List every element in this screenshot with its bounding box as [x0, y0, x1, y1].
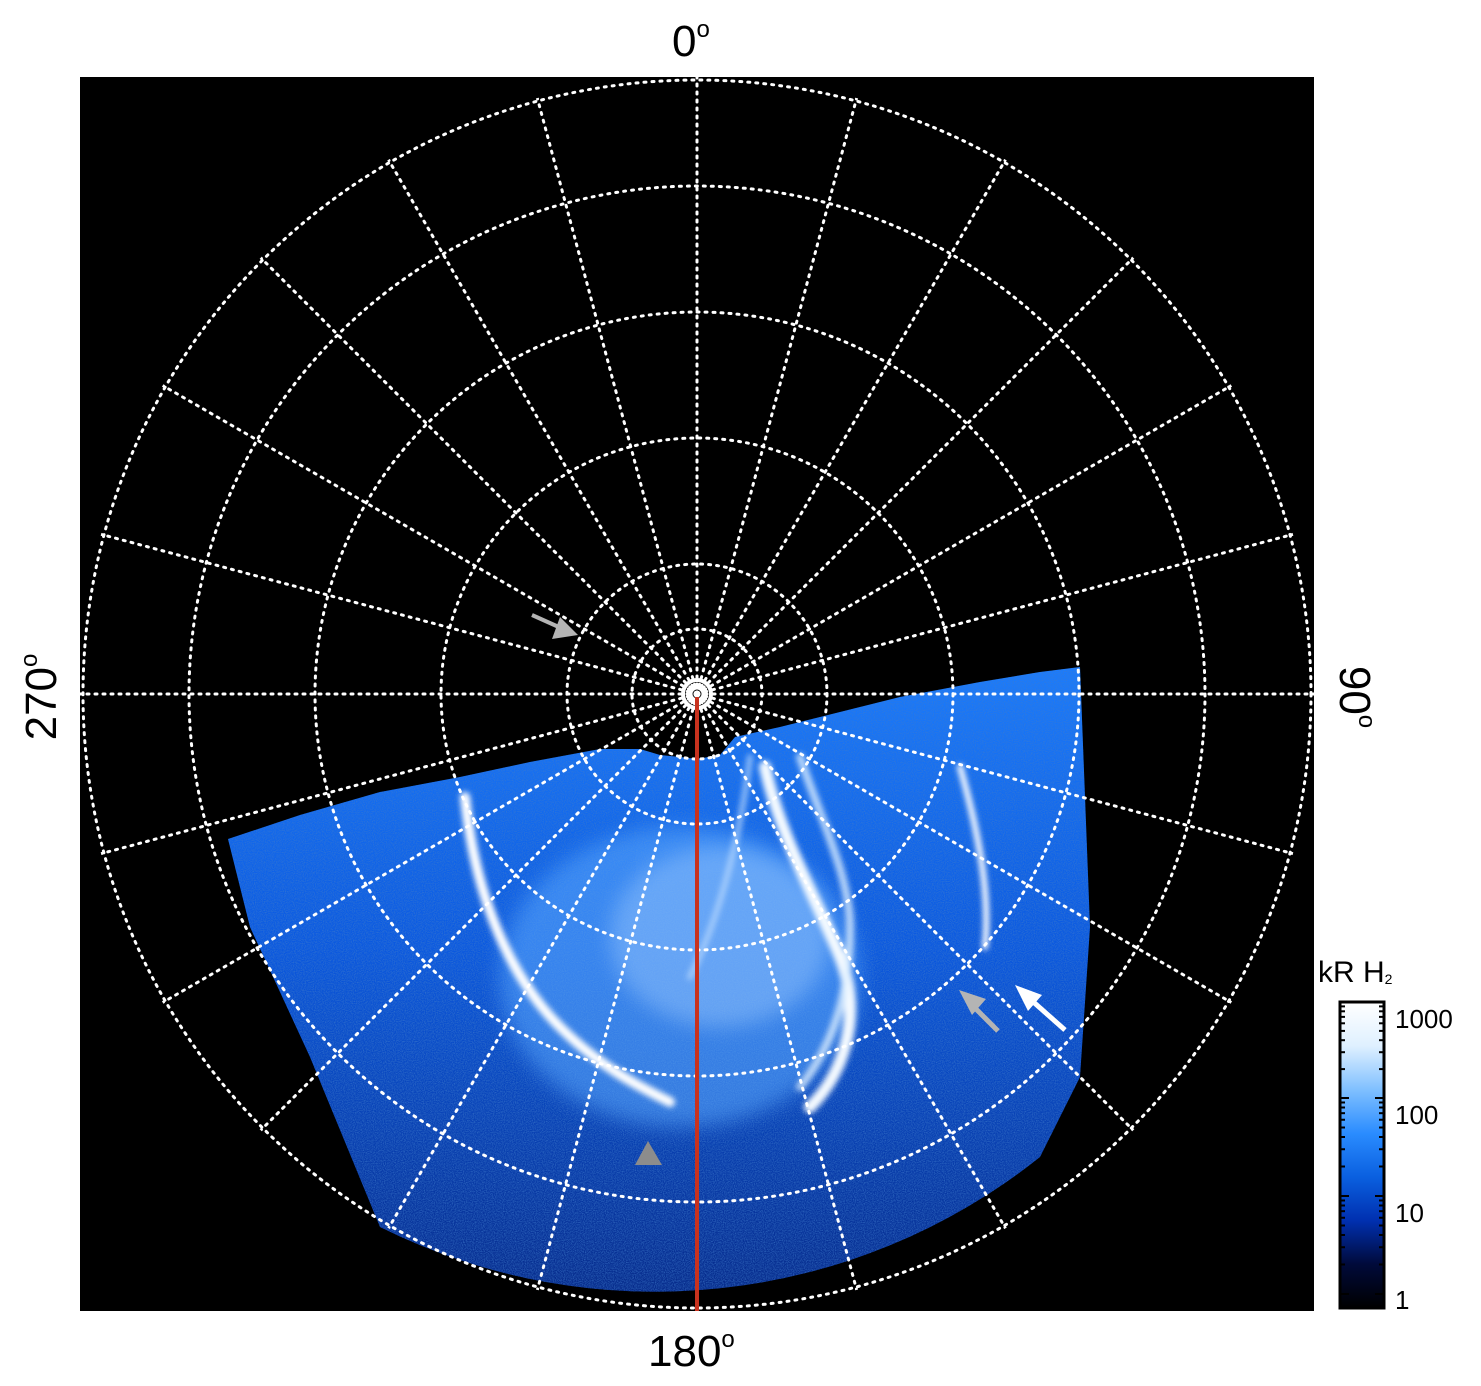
longitude-meridian	[695, 692, 1135, 1132]
longitude-meridian	[99, 532, 699, 696]
longitude-meridian	[535, 96, 699, 696]
longitude-meridian	[695, 384, 1233, 696]
intensity-colorbar	[1338, 1000, 1386, 1310]
gray-arrow-right	[959, 990, 1000, 1033]
colorbar-gradient	[1338, 1000, 1386, 1310]
longitude-meridian	[695, 692, 1007, 1230]
longitude-label-270: 270o	[16, 653, 66, 741]
longitude-meridian	[695, 96, 859, 696]
central-arc-2	[796, 753, 855, 1091]
colorbar-title: kR H2	[1318, 956, 1393, 989]
longitude-meridian	[99, 692, 699, 856]
longitude-label-180: 180o	[648, 1326, 735, 1376]
colorbar-tick-label: 10	[1395, 1198, 1424, 1228]
gray-arrow-upper-left	[531, 613, 578, 639]
auroral-arcs	[460, 753, 990, 1113]
white-arrow-right	[1015, 985, 1067, 1032]
latitude-circle	[81, 78, 1313, 1310]
polar-emission-arc	[687, 754, 753, 980]
longitude-meridian	[387, 158, 699, 696]
longitude-label-0: 0o	[672, 16, 710, 66]
colorbar-tick-label: 100	[1395, 1100, 1439, 1130]
longitude-meridian	[695, 692, 1233, 1004]
longitude-meridian	[695, 692, 1295, 856]
colorbar-tick-label: 1000	[1395, 1004, 1453, 1034]
dawn-side-arc	[957, 764, 990, 950]
longitude-meridian	[259, 692, 699, 1132]
longitude-meridian	[695, 692, 859, 1292]
feature-arrows	[531, 613, 1067, 1165]
central-arc-1	[759, 761, 856, 1113]
main-oval-left-arc	[460, 792, 675, 1107]
aurora-emission-region	[228, 667, 1090, 1292]
longitude-meridian	[535, 692, 699, 1292]
longitude-meridian	[161, 692, 699, 1004]
longitude-meridian	[695, 256, 1135, 696]
gray-triangle-marker	[635, 1141, 662, 1165]
longitude-meridian	[695, 158, 1007, 696]
longitude-label-90: 90o	[1330, 665, 1380, 729]
colorbar-ticks	[1340, 1005, 1384, 1295]
longitude-meridian	[259, 256, 699, 696]
longitude-meridian	[695, 532, 1295, 696]
latitude-circle	[187, 184, 1207, 1204]
auroral-polar-projection-image	[80, 77, 1314, 1311]
longitude-meridian	[387, 692, 699, 1230]
longitude-meridian	[161, 384, 699, 696]
colorbar-tick-label: 1	[1395, 1285, 1410, 1315]
